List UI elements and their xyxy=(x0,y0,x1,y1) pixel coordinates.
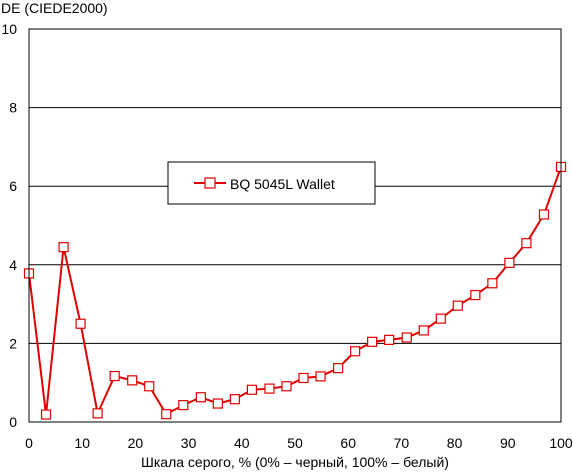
y-tick-label: 4 xyxy=(9,257,17,273)
y-axis-label: DE (CIEDE2000) xyxy=(1,0,108,16)
data-point xyxy=(315,371,326,382)
data-point xyxy=(127,375,138,386)
data-point xyxy=(470,289,481,301)
data-point xyxy=(332,363,344,374)
y-tick-labels: 0 2 4 6 8 10 xyxy=(1,21,17,430)
y-tick-label: 8 xyxy=(9,100,17,116)
x-tick-label: 70 xyxy=(394,435,410,451)
data-point xyxy=(504,257,515,268)
y-tick-label: 0 xyxy=(9,414,17,430)
x-tick-label: 50 xyxy=(287,435,303,451)
data-point xyxy=(401,332,412,343)
plot-frame xyxy=(28,28,562,423)
data-point xyxy=(246,384,258,395)
data-point xyxy=(452,300,463,311)
data-point xyxy=(367,336,378,347)
x-axis-label: Шкала серого, % (0% – черный, 100% – бел… xyxy=(141,454,449,470)
x-tick-label: 30 xyxy=(181,435,197,451)
data-point xyxy=(281,381,292,392)
data-point xyxy=(298,372,309,384)
plot-background xyxy=(29,29,561,422)
data-point xyxy=(40,409,52,420)
x-tick-label: 40 xyxy=(234,435,250,451)
data-point xyxy=(92,408,103,419)
x-tick-label: 90 xyxy=(500,435,516,451)
data-point xyxy=(418,325,429,336)
data-point xyxy=(195,392,206,403)
data-point xyxy=(58,242,69,253)
data-point xyxy=(229,394,240,405)
data-point xyxy=(144,381,155,392)
y-tick-label: 6 xyxy=(9,178,17,194)
y-tick-label: 2 xyxy=(9,335,17,351)
x-tick-label: 100 xyxy=(549,435,573,451)
data-point xyxy=(435,313,446,324)
legend: BQ 5045L Wallet xyxy=(167,161,376,205)
x-tick-label: 20 xyxy=(128,435,144,451)
data-point xyxy=(161,409,172,420)
data-point xyxy=(350,346,361,357)
y-tick-label: 10 xyxy=(1,21,17,37)
data-point xyxy=(178,400,189,411)
x-tick-label: 80 xyxy=(447,435,463,451)
data-point xyxy=(264,383,275,394)
data-point xyxy=(487,278,498,289)
x-tick-labels: 0 10 20 30 40 50 60 70 80 90 100 xyxy=(25,435,573,451)
legend-label: BQ 5045L Wallet xyxy=(230,176,335,192)
data-point xyxy=(109,370,120,382)
data-point xyxy=(521,238,532,249)
data-point xyxy=(212,398,223,409)
legend-marker xyxy=(204,177,216,189)
data-point xyxy=(538,209,550,220)
x-tick-label: 10 xyxy=(74,435,90,451)
x-tick-label: 0 xyxy=(25,435,33,451)
data-point xyxy=(384,334,395,345)
x-tick-label: 60 xyxy=(340,435,356,451)
data-point xyxy=(75,318,86,329)
